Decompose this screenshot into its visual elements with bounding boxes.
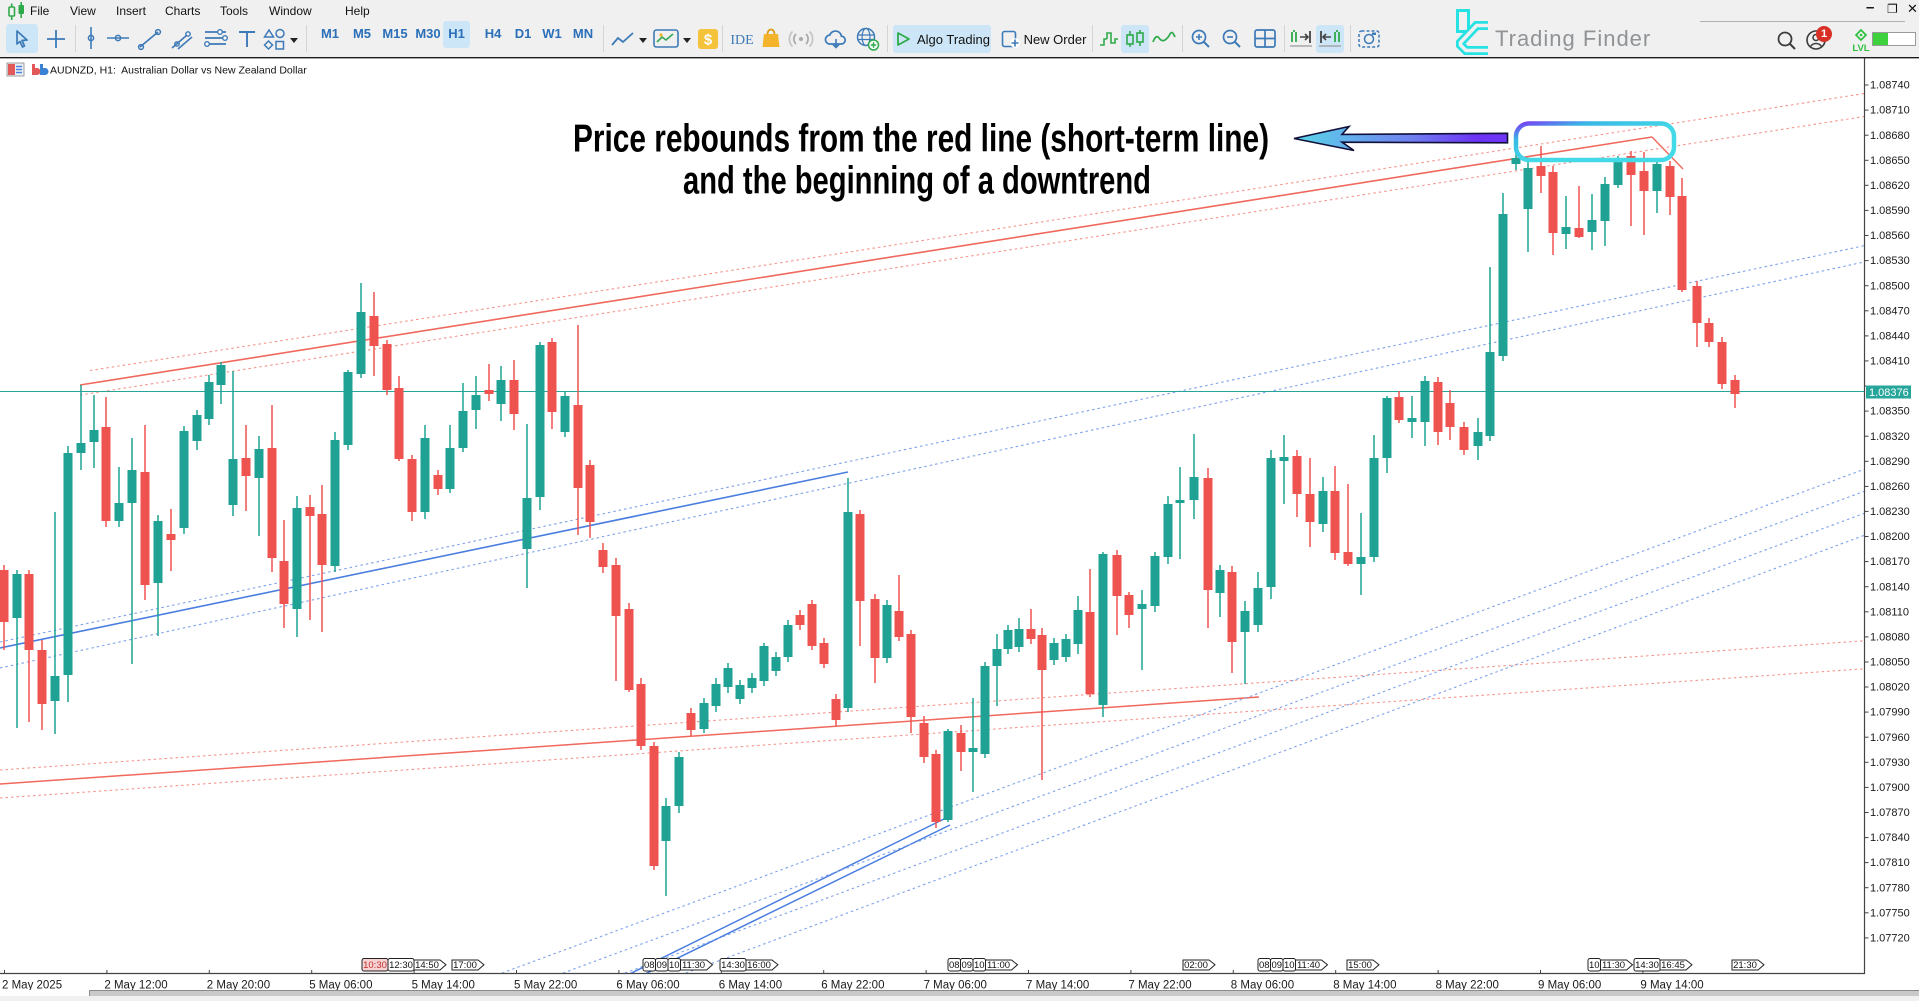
svg-text:LVL: LVL (1852, 43, 1869, 54)
svg-text:1.08560: 1.08560 (1870, 230, 1910, 242)
svg-text:1.07810: 1.07810 (1870, 857, 1910, 869)
svg-text:6 May 22:00: 6 May 22:00 (821, 980, 884, 992)
svg-text:7 May 14:00: 7 May 14:00 (1026, 980, 1089, 992)
svg-text:02:00: 02:00 (1184, 960, 1208, 971)
svg-text:1.07780: 1.07780 (1870, 882, 1910, 894)
svg-text:7 May 06:00: 7 May 06:00 (924, 980, 987, 992)
svg-text:7 May 22:00: 7 May 22:00 (1128, 980, 1191, 992)
svg-text:14:30: 14:30 (721, 960, 745, 971)
svg-text:1.08110: 1.08110 (1870, 606, 1909, 618)
svg-text:14:50: 14:50 (415, 960, 439, 971)
svg-text:5 May 14:00: 5 May 14:00 (412, 980, 475, 992)
svg-text:1.08200: 1.08200 (1870, 531, 1910, 543)
svg-text:1.08680: 1.08680 (1870, 130, 1910, 142)
svg-text:AUDNZD, H1: Australian Dollar: AUDNZD, H1: Australian Dollar vs New Zea… (50, 65, 307, 77)
svg-text:1.08376: 1.08376 (1869, 387, 1909, 399)
svg-text:1.08650: 1.08650 (1870, 155, 1910, 167)
svg-text:1.07750: 1.07750 (1870, 907, 1910, 919)
svg-text:1.07720: 1.07720 (1870, 933, 1910, 945)
svg-text:11:40: 11:40 (1297, 960, 1320, 971)
svg-text:2 May 2025: 2 May 2025 (2, 980, 62, 992)
svg-text:11:30: 11:30 (1602, 960, 1625, 971)
svg-text:17:00: 17:00 (453, 960, 477, 971)
svg-text:21:30: 21:30 (1733, 960, 1757, 971)
svg-text:1.08230: 1.08230 (1870, 506, 1910, 518)
svg-text:1.07900: 1.07900 (1870, 782, 1910, 794)
svg-text:1.08410: 1.08410 (1870, 356, 1910, 368)
svg-text:2 May 12:00: 2 May 12:00 (104, 980, 167, 992)
svg-text:1.07990: 1.07990 (1870, 707, 1910, 719)
svg-text:15:00: 15:00 (1348, 960, 1372, 971)
svg-text:IDE: IDE (730, 33, 753, 48)
svg-text:1.08500: 1.08500 (1870, 280, 1910, 292)
svg-text:1.08710: 1.08710 (1870, 105, 1910, 117)
svg-text:12:30: 12:30 (389, 960, 413, 971)
svg-text:1.08050: 1.08050 (1870, 657, 1910, 669)
svg-text:1.08470: 1.08470 (1870, 305, 1910, 317)
svg-text:1.08590: 1.08590 (1870, 205, 1910, 217)
svg-text:08: 08 (949, 960, 960, 971)
svg-text:10: 10 (974, 960, 985, 971)
svg-text:1.08350: 1.08350 (1870, 406, 1910, 418)
svg-text:16:45: 16:45 (1661, 960, 1685, 971)
svg-text:16:00: 16:00 (747, 960, 771, 971)
svg-text:11:00: 11:00 (987, 960, 1010, 971)
svg-text:$: $ (704, 32, 713, 49)
svg-text:09: 09 (656, 960, 667, 971)
svg-text:1.07840: 1.07840 (1870, 832, 1910, 844)
svg-text:1.07930: 1.07930 (1870, 757, 1910, 769)
svg-text:1.08620: 1.08620 (1870, 180, 1910, 192)
svg-text:6 May 14:00: 6 May 14:00 (719, 980, 782, 992)
svg-text:1.07870: 1.07870 (1870, 807, 1910, 819)
svg-text:10: 10 (1284, 960, 1295, 971)
svg-text:10: 10 (669, 960, 680, 971)
svg-text:1.08020: 1.08020 (1870, 682, 1910, 694)
svg-text:8 May 06:00: 8 May 06:00 (1231, 980, 1294, 992)
svg-text:5 May 06:00: 5 May 06:00 (309, 980, 372, 992)
svg-text:1.08530: 1.08530 (1870, 255, 1910, 267)
svg-text:1.08440: 1.08440 (1870, 331, 1910, 343)
svg-text:1.08320: 1.08320 (1870, 431, 1910, 443)
svg-text:6 May 06:00: 6 May 06:00 (616, 980, 679, 992)
svg-text:10: 10 (1589, 960, 1600, 971)
svg-text:1.08140: 1.08140 (1870, 581, 1910, 593)
svg-text:8 May 22:00: 8 May 22:00 (1436, 980, 1499, 992)
svg-text:1.07960: 1.07960 (1870, 732, 1910, 744)
svg-text:2 May 20:00: 2 May 20:00 (207, 980, 270, 992)
svg-text:08: 08 (1259, 960, 1270, 971)
svg-text:8 May 14:00: 8 May 14:00 (1333, 980, 1396, 992)
svg-text:and the beginning of a downtre: and the beginning of a downtrend (683, 160, 1151, 203)
svg-text:1.08740: 1.08740 (1870, 80, 1910, 92)
svg-text:1.08080: 1.08080 (1870, 632, 1910, 644)
svg-text:9 May 06:00: 9 May 06:00 (1538, 980, 1601, 992)
svg-text:1.08290: 1.08290 (1870, 456, 1910, 468)
svg-text:1.08170: 1.08170 (1870, 556, 1910, 568)
svg-text:08: 08 (644, 960, 655, 971)
svg-text:9 May 14:00: 9 May 14:00 (1640, 980, 1703, 992)
svg-text:09: 09 (961, 960, 972, 971)
svg-text:11:30: 11:30 (682, 960, 705, 971)
svg-text:Price rebounds from the red li: Price rebounds from the red line (short-… (573, 118, 1269, 161)
svg-text:14:30: 14:30 (1635, 960, 1659, 971)
svg-text:09: 09 (1271, 960, 1282, 971)
svg-text:5 May 22:00: 5 May 22:00 (514, 980, 577, 992)
svg-text:10:30: 10:30 (363, 960, 387, 971)
svg-text:1.08260: 1.08260 (1870, 481, 1910, 493)
